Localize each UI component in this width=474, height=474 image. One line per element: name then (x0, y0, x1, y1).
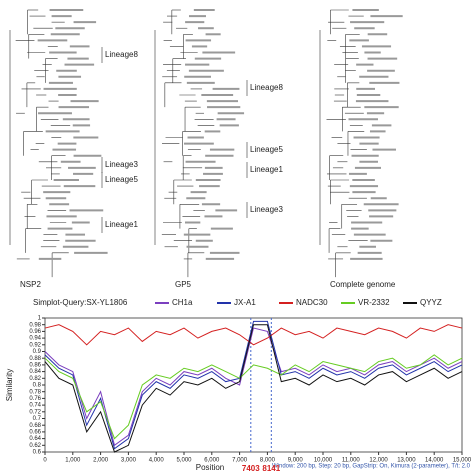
x-tick-label: 9,000 (288, 458, 304, 464)
y-tick-label: 0.94 (29, 336, 41, 342)
y-tick-label: 0.8 (33, 383, 42, 389)
lineage-label: Lineage1 (250, 165, 283, 174)
y-tick-label: 0.86 (29, 362, 41, 368)
y-tick-label: 0.98 (29, 322, 41, 328)
x-tick-label: 0 (43, 458, 47, 464)
footnote: Window: 200 bp, Step: 20 bp, GapStrip: O… (272, 464, 471, 470)
breakpoint-label: 8141 (262, 464, 280, 473)
x-tick-label: 11,000 (342, 458, 361, 464)
x-tick-label: 13,000 (397, 458, 416, 464)
series-line (44, 327, 463, 447)
y-tick-label: 0.84 (29, 369, 41, 375)
x-tick-label: 10,000 (314, 458, 333, 464)
y-tick-label: 0.74 (29, 403, 41, 409)
lineage-label: Lineage5 (250, 145, 283, 154)
y-tick-label: 0.72 (29, 409, 41, 415)
x-tick-label: 6,000 (204, 458, 220, 464)
lineage-label: Lineage3 (250, 205, 283, 214)
x-tick-label: 14,000 (425, 458, 444, 464)
y-tick-label: 0.78 (29, 389, 41, 395)
y-tick-label: 1 (38, 316, 42, 322)
y-tick-label: 0.62 (29, 443, 41, 449)
x-tick-label: 7,000 (232, 458, 248, 464)
tree-title: GP5 (175, 280, 192, 289)
y-tick-label: 0.66 (29, 429, 41, 435)
y-tick-label: 0.68 (29, 423, 41, 429)
y-tick-label: 0.9 (33, 349, 42, 355)
x-tick-label: 12,000 (369, 458, 388, 464)
y-tick-label: 0.6 (33, 450, 42, 456)
series-line (44, 324, 463, 346)
y-tick-label: 0.96 (29, 329, 41, 335)
series-line (44, 354, 463, 440)
x-tick-label: 5,000 (176, 458, 192, 464)
y-tick-label: 0.92 (29, 342, 41, 348)
series-line (44, 324, 463, 453)
legend-label: JX-A1 (234, 298, 256, 307)
lineage-label: Lineage8 (250, 83, 283, 92)
y-tick-label: 0.82 (29, 376, 41, 382)
y-tick-label: 0.88 (29, 356, 41, 362)
trees (9, 9, 403, 278)
x-tick-label: 8,000 (260, 458, 276, 464)
x-tick-label: 2,000 (93, 458, 109, 464)
legend-label: NADC30 (296, 298, 328, 307)
x-tick-label: 15,000 (453, 458, 472, 464)
legend-label: VR-2332 (358, 298, 390, 307)
lineage-label: Lineage1 (105, 220, 138, 229)
x-axis-label: Position (196, 463, 224, 472)
x-tick-label: 4,000 (149, 458, 165, 464)
chart-title: Simplot-Query:SX-YL1806 (33, 298, 128, 307)
tree-title: Complete genome (330, 280, 396, 289)
tree-title: NSP2 (20, 280, 41, 289)
lineage-label: Lineage5 (105, 175, 138, 184)
x-tick-label: 1,000 (65, 458, 81, 464)
y-axis-label: Similarity (5, 369, 14, 401)
y-tick-label: 0.64 (29, 436, 41, 442)
y-tick-label: 0.7 (33, 416, 42, 422)
lineage-label: Lineage8 (105, 50, 138, 59)
y-tick-label: 0.76 (29, 396, 41, 402)
breakpoint-label: 7403 (242, 464, 260, 473)
legend-label: QYYZ (420, 298, 442, 307)
legend-label: CH1a (172, 298, 193, 307)
lineage-label: Lineage3 (105, 160, 138, 169)
x-tick-label: 3,000 (121, 458, 137, 464)
series-line (44, 320, 463, 450)
